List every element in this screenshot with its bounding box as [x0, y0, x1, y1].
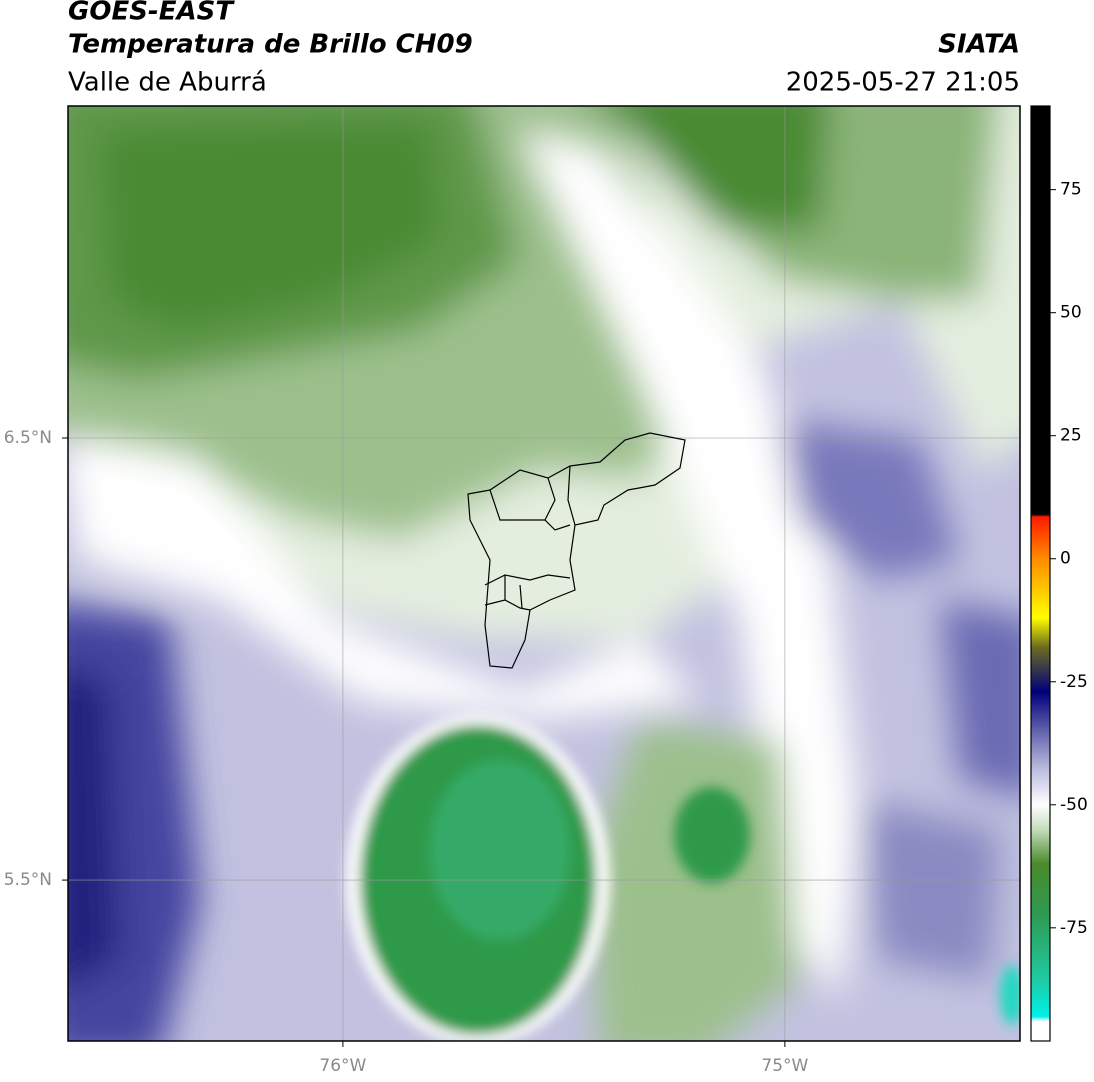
colorbar-label: -50: [1060, 795, 1088, 815]
colorbar-label: -25: [1060, 672, 1088, 692]
colorbar-label: 0: [1060, 549, 1071, 569]
aburra-outline: [467, 432, 686, 669]
lat-label: 5.5°N: [4, 870, 52, 890]
colorbar-label: -75: [1060, 918, 1088, 938]
datetime-label: 2025-05-27 21:05: [786, 68, 1020, 98]
colorbar-label: 50: [1060, 303, 1082, 323]
lon-label: 76°W: [319, 1056, 366, 1076]
colorbar-label: 25: [1060, 426, 1082, 446]
satellite-imagery: [68, 106, 1020, 1041]
product-title: Temperatura de Brillo CH09: [68, 30, 473, 60]
lon-label: 75°W: [761, 1056, 808, 1076]
map-frame: [67, 105, 1021, 1042]
region-label: Valle de Aburrá: [68, 68, 267, 98]
colorbar: [1030, 105, 1051, 1042]
lat-label: 6.5°N: [4, 428, 52, 448]
source-label: SIATA: [938, 30, 1020, 60]
satellite-title: GOES-EAST: [68, 0, 235, 27]
colorbar-label: 75: [1060, 180, 1082, 200]
graticule: [68, 106, 1020, 1041]
